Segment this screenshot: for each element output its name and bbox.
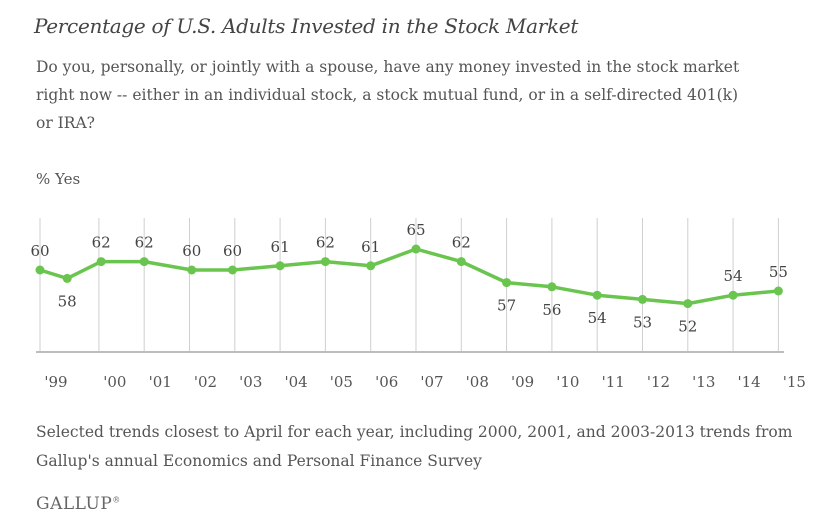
data-label: 55	[769, 263, 788, 281]
data-label: 62	[92, 234, 111, 252]
x-tick-label: '11	[602, 373, 625, 391]
data-point	[62, 273, 72, 283]
data-label: 52	[678, 318, 697, 336]
survey-question: Do you, personally, or jointly with a sp…	[36, 58, 740, 132]
data-label: 57	[497, 297, 516, 315]
x-tick-label: '09	[511, 373, 534, 391]
x-tick-label: '01	[149, 373, 172, 391]
x-tick-label: '99	[44, 373, 67, 391]
footnote: Selected trends closest to April for eac…	[36, 423, 793, 470]
data-point	[320, 257, 330, 267]
x-axis-ticks: '99 '00 '01 '02 '03 '04 '05 '06 '07 '08 '09 '10 '11 '…	[44, 373, 806, 391]
data-label: 60	[182, 242, 201, 260]
x-tick-label: '15	[783, 373, 806, 391]
x-tick-label: '03	[239, 373, 262, 391]
x-tick-label: '05	[330, 373, 353, 391]
x-tick-label: '12	[647, 373, 670, 391]
data-point	[728, 290, 738, 300]
data-label: 62	[135, 234, 154, 252]
chart-title: Percentage of U.S. Adults Invested in th…	[34, 14, 579, 38]
x-tick-label: '10	[556, 373, 579, 391]
data-point	[411, 244, 421, 254]
data-point	[683, 299, 693, 309]
x-tick-label: '00	[103, 373, 126, 391]
x-tick-label: '08	[466, 373, 489, 391]
data-point	[366, 261, 376, 271]
x-tick-label: '13	[692, 373, 715, 391]
gallup-logo: GALLUP®	[36, 494, 121, 514]
grid-lines	[39, 218, 779, 352]
data-label: 61	[271, 238, 290, 256]
data-point	[275, 261, 285, 271]
data-label: 60	[223, 242, 242, 260]
y-axis-label: % Yes	[36, 170, 81, 188]
series-line	[39, 247, 779, 306]
data-point	[637, 294, 647, 304]
x-tick-label: '06	[375, 373, 398, 391]
data-point	[187, 265, 197, 275]
data-point	[592, 290, 602, 300]
data-point	[228, 265, 238, 275]
data-label: 61	[361, 238, 380, 256]
data-label: 65	[406, 221, 425, 239]
data-point	[547, 282, 557, 292]
data-label: 54	[588, 309, 607, 327]
data-label: 56	[542, 301, 561, 319]
data-label: 62	[316, 234, 335, 252]
data-point	[96, 257, 106, 267]
data-point	[773, 286, 783, 296]
data-label: 62	[452, 234, 471, 252]
data-labels: 60 58 62 62 60 60 61 62 61 65 62 57 56 54 53 52 54 55	[30, 221, 787, 336]
x-tick-label: '02	[194, 373, 217, 391]
data-point	[139, 257, 149, 267]
data-points	[35, 244, 783, 309]
data-point	[35, 265, 45, 275]
x-tick-label: '07	[420, 373, 443, 391]
data-point	[502, 278, 512, 288]
data-label: 60	[30, 242, 49, 260]
x-tick-label: '14	[737, 373, 760, 391]
data-point	[456, 257, 466, 267]
data-label: 53	[633, 313, 652, 331]
brand-name: GALLUP	[36, 494, 113, 514]
x-tick-label: '04	[284, 373, 307, 391]
data-label: 54	[724, 267, 743, 285]
data-label: 58	[58, 292, 77, 310]
line-chart: '99 '00 '01 '02 '03 '04 '05 '06 '07 '08 '09 '10 '11 '…	[30, 218, 806, 391]
